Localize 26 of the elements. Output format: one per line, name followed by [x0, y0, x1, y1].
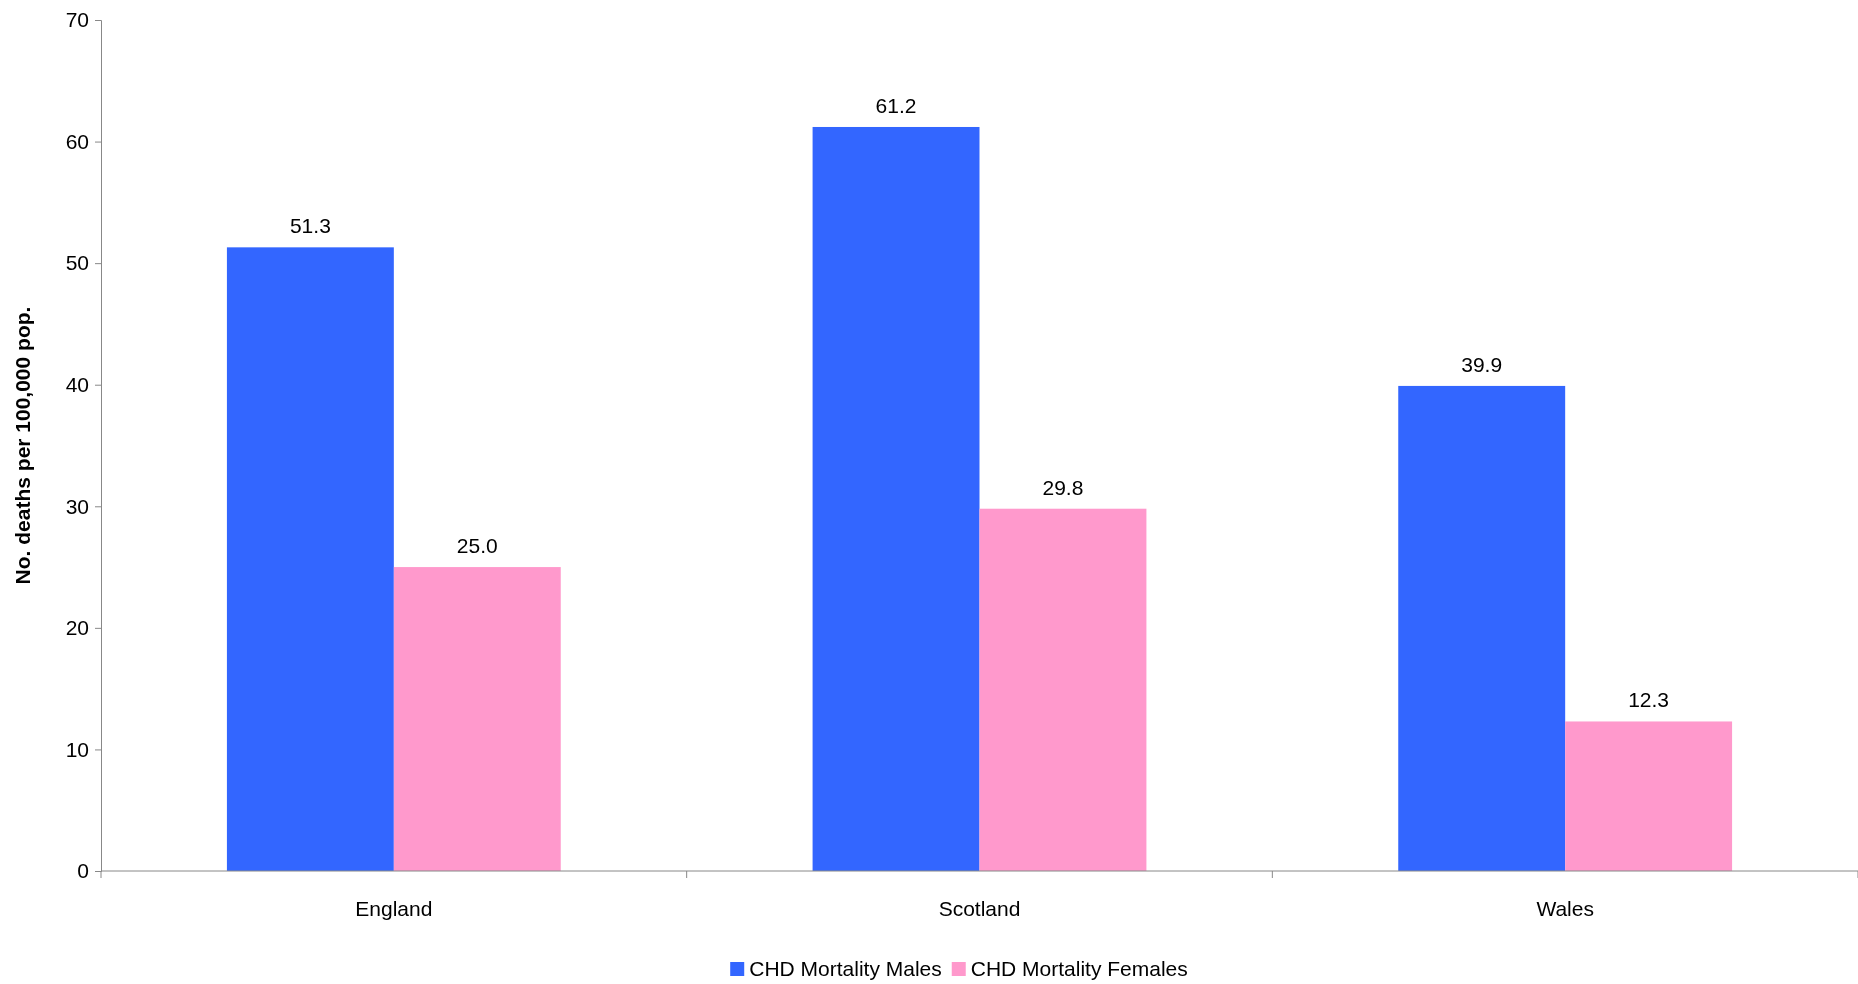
y-tick-label: 40 [65, 372, 89, 396]
bar [226, 247, 394, 871]
legend-label: CHD Mortality Females [970, 957, 1188, 980]
x-tick-label: Scotland [938, 897, 1021, 920]
data-label: 12.3 [1628, 688, 1670, 712]
data-label: 29.8 [1042, 475, 1084, 499]
data-label: 39.9 [1461, 352, 1503, 376]
x-tick-label: Wales [1536, 897, 1594, 920]
data-label: 51.3 [289, 214, 331, 238]
data-label: 61.2 [875, 93, 917, 117]
y-tick-label: 20 [65, 616, 89, 640]
y-tick-label: 50 [65, 251, 89, 275]
y-tick-label: 60 [65, 129, 89, 153]
legend-label: CHD Mortality Males [749, 957, 942, 980]
y-tick-label: 30 [65, 494, 89, 518]
bar [812, 126, 980, 871]
bar [1398, 385, 1566, 871]
bar [979, 508, 1147, 871]
bar [393, 567, 561, 871]
y-tick-label: 70 [65, 8, 89, 32]
data-label: 25.0 [456, 534, 498, 558]
x-tick-label: England [355, 897, 433, 920]
bar [1565, 721, 1733, 871]
y-tick-label: 10 [65, 737, 89, 761]
y-tick-label: 0 [77, 859, 89, 883]
y-axis-title: No. deaths per 100,000 pop. [11, 306, 34, 585]
